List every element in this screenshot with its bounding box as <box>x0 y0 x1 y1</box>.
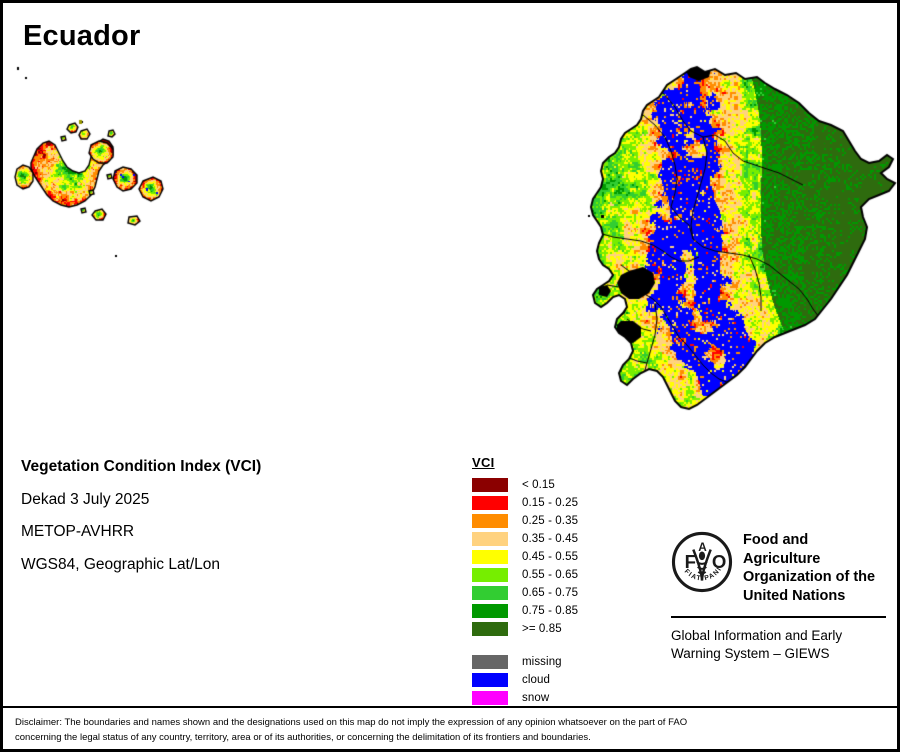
fao-org-line3: United Nations <box>743 587 846 604</box>
legend-swatch <box>472 672 508 687</box>
info-projection: WGS84, Geographic Lat/Lon <box>21 555 221 573</box>
disclaimer-text: Disclaimer: The boundaries and names sho… <box>3 708 897 745</box>
legend-item: 0.75 - 0.85 <box>472 602 602 619</box>
legend-item: 0.65 - 0.75 <box>472 584 602 601</box>
legend-class-list: < 0.15 0.15 - 0.25 0.25 - 0.35 0.35 - 0.45 0… <box>472 476 602 637</box>
legend-label: snow <box>522 691 550 704</box>
legend-item: missing <box>472 653 602 670</box>
legend-item: cloud <box>472 671 602 688</box>
legend-swatch <box>472 567 508 582</box>
giews-line2: Warning System – GIEWS <box>671 646 830 662</box>
svg-text:O: O <box>712 551 726 572</box>
legend-title: VCI <box>472 455 495 470</box>
legend-swatch <box>472 585 508 600</box>
fao-org-line1: Food and Agriculture <box>743 532 821 567</box>
legend-swatch <box>472 690 508 705</box>
legend-label: 0.25 - 0.35 <box>522 514 579 527</box>
legend-label: missing <box>522 655 562 668</box>
disclaimer-block: Disclaimer: The boundaries and names sho… <box>3 706 897 745</box>
legend-label: >= 0.85 <box>522 622 562 635</box>
legend-swatch <box>472 495 508 510</box>
disclaimer-line1: Disclaimer: The boundaries and names sho… <box>15 717 688 728</box>
legend-item: 0.45 - 0.55 <box>472 548 602 565</box>
legend-swatch <box>472 531 508 546</box>
legend-label: 0.75 - 0.85 <box>522 604 579 617</box>
fao-branding: F O A FIAT PANIS Food and Agriculture Or… <box>668 526 886 664</box>
ecuador-vci-raster-map <box>3 3 897 749</box>
svg-text:F: F <box>685 551 696 572</box>
svg-text:A: A <box>698 541 707 554</box>
legend-label: 0.55 - 0.65 <box>522 568 579 581</box>
info-sensor: METOP-AVHRR <box>21 523 135 540</box>
info-period: Dekad 3 July 2025 <box>21 490 150 508</box>
legend-item: snow <box>472 689 602 706</box>
legend-label: 0.65 - 0.75 <box>522 586 579 599</box>
fao-org-line2: Organization of the <box>743 569 876 586</box>
legend-special-list: missing cloud snow <box>472 653 602 706</box>
legend-label: 0.15 - 0.25 <box>522 496 579 509</box>
disclaimer-line2: concerning the legal status of any count… <box>15 731 591 743</box>
legend-item: >= 0.85 <box>472 620 602 637</box>
legend-swatch <box>472 621 508 636</box>
legend-swatch <box>472 477 508 492</box>
legend-item: 0.25 - 0.35 <box>472 512 602 529</box>
legend-swatch <box>472 654 508 669</box>
legend-item: 0.15 - 0.25 <box>472 494 602 511</box>
disclaimer-divider <box>3 706 897 708</box>
legend-label: 0.45 - 0.55 <box>522 550 579 563</box>
giews-line1: Global Information and Early <box>671 628 843 644</box>
legend-label: cloud <box>522 673 550 686</box>
legend-item: 0.55 - 0.65 <box>472 566 602 583</box>
fao-logo-icon: F O A FIAT PANIS <box>668 526 733 593</box>
legend-swatch <box>472 549 508 564</box>
vci-legend: VCI < 0.15 0.15 - 0.25 0.25 - 0.35 0.35 - 0… <box>472 455 602 707</box>
legend-label: < 0.15 <box>522 478 555 491</box>
info-product: Vegetation Condition Index (VCI) <box>21 458 262 475</box>
legend-swatch <box>472 603 508 618</box>
legend-spacer <box>472 638 602 653</box>
legend-item: < 0.15 <box>472 476 602 493</box>
fao-organization-name: Food and Agriculture Organization of the… <box>743 531 886 605</box>
giews-programme: Global Information and Early Warning Sys… <box>671 627 886 663</box>
fao-divider <box>671 616 886 619</box>
legend-swatch <box>472 513 508 528</box>
legend-label: 0.35 - 0.45 <box>522 532 579 545</box>
map-info-block: Vegetation Condition Index (VCI) Dekad 3… <box>21 459 421 589</box>
page-title: Ecuador <box>23 20 141 52</box>
legend-item: 0.35 - 0.45 <box>472 530 602 547</box>
